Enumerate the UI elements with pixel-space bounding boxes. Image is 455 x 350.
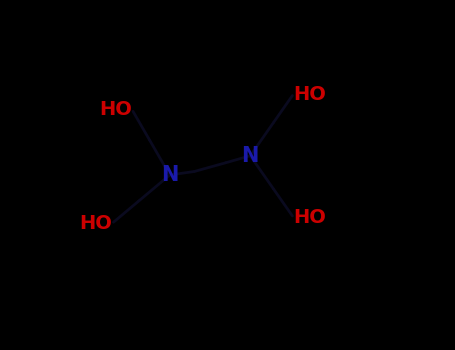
Text: HO: HO: [79, 214, 112, 233]
Text: HO: HO: [99, 100, 132, 119]
Text: N: N: [242, 146, 259, 166]
Text: N: N: [161, 165, 178, 185]
Text: HO: HO: [293, 208, 326, 227]
Text: HO: HO: [293, 85, 326, 104]
